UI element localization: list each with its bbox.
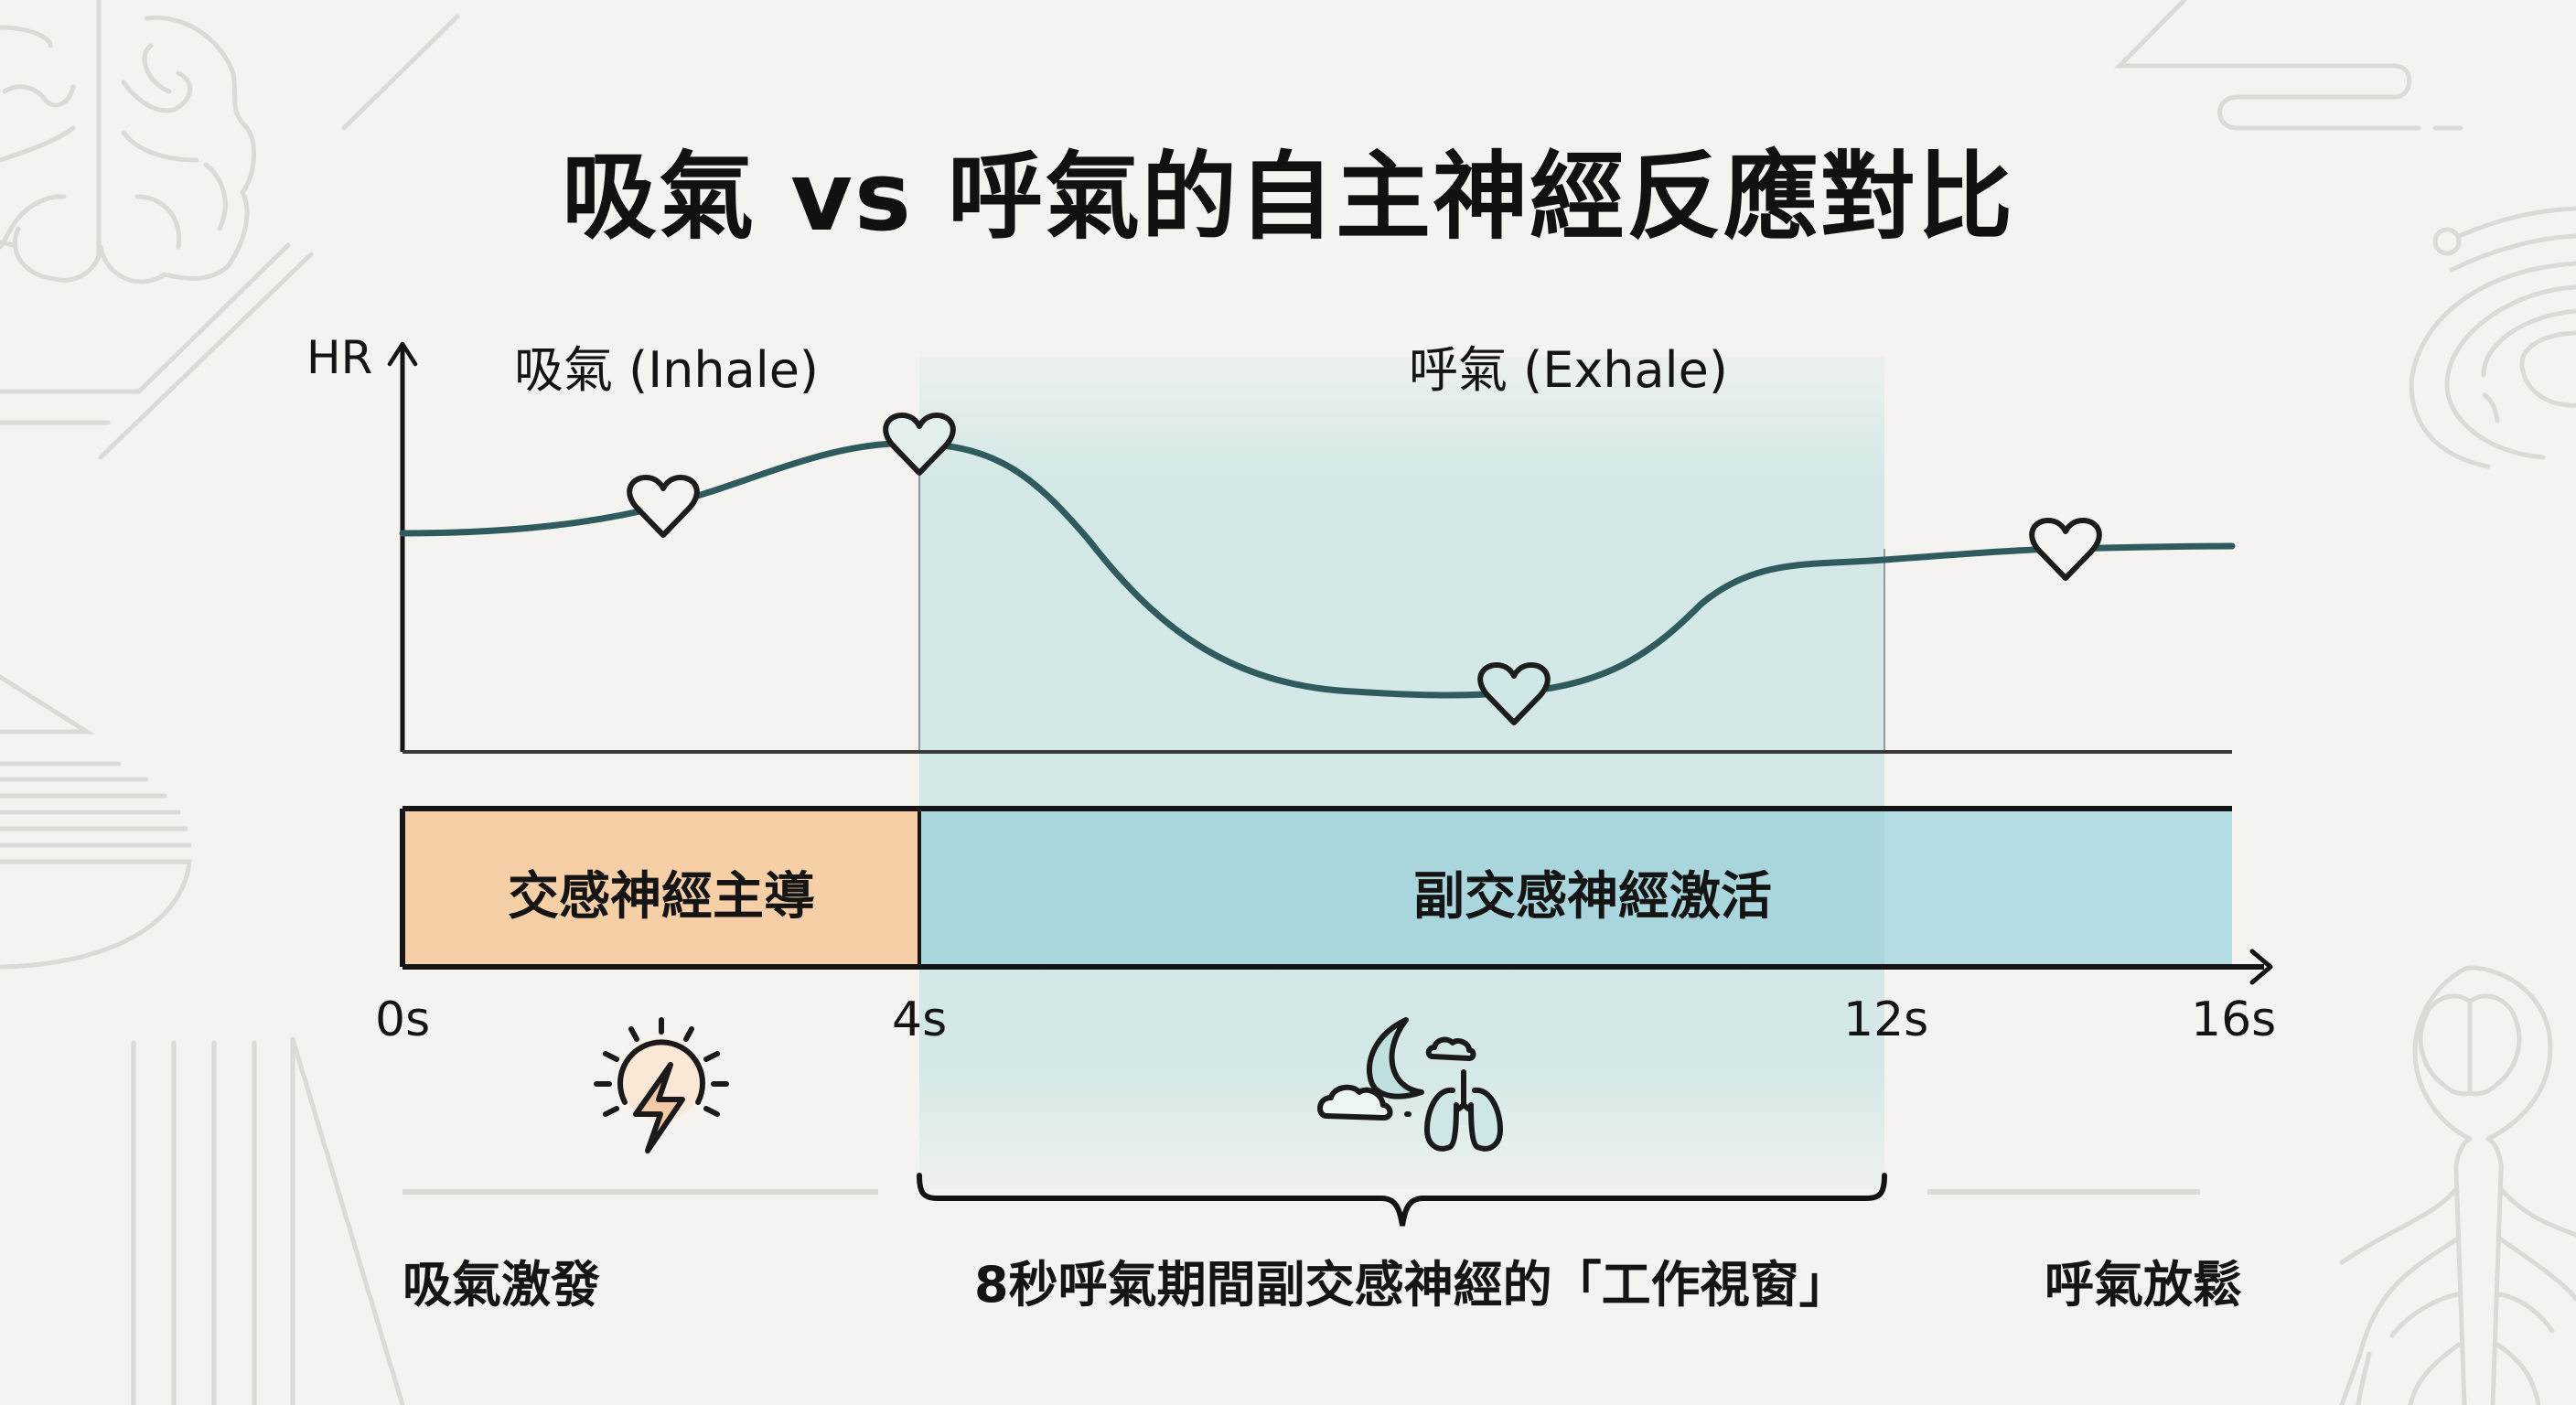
curly-brace xyxy=(917,1173,1887,1227)
x-tick-0s: 0s xyxy=(375,992,431,1047)
bottom-label-window: 8秒呼氣期間副交感神經的「工作視窗」 xyxy=(974,1256,1849,1314)
moon-clouds-lungs-icon xyxy=(1317,1017,1503,1152)
parasympathetic-bar-exhale xyxy=(919,809,1884,967)
x-tick-12s: 12s xyxy=(1843,992,1929,1047)
parasympathetic-bar-rest xyxy=(1884,809,2232,967)
hr-curve xyxy=(399,440,2236,699)
sympathetic-bar-label: 交感神經主導 xyxy=(508,867,815,927)
bottom-label-inhale: 吸氣激發 xyxy=(402,1256,600,1314)
x-tick-16s: 16s xyxy=(2191,992,2277,1047)
sympathetic-bar xyxy=(402,809,919,967)
time-axis-arrow-icon xyxy=(2249,949,2273,985)
bottom-label-exhale: 呼氣放鬆 xyxy=(2045,1256,2242,1314)
y-axis xyxy=(387,341,418,752)
sun-lightning-icon xyxy=(594,1017,729,1153)
heart-icon xyxy=(627,475,700,538)
parasympathetic-bar-label: 副交感神經激活 xyxy=(1413,867,1772,927)
y-axis-label: HR xyxy=(306,331,373,384)
exhale-shaded-region xyxy=(919,357,1884,1189)
heart-icon xyxy=(883,413,956,476)
exhale-phase-label: 呼氣 (Exhale) xyxy=(1409,341,1728,399)
inhale-phase-label: 吸氣 (Inhale) xyxy=(514,341,819,399)
page-title: 吸氣 vs 呼氣的自主神經反應對比 xyxy=(561,141,2015,252)
brain-decor-icon xyxy=(0,0,257,284)
heart-icon xyxy=(1477,662,1551,725)
heart-icon xyxy=(2029,518,2102,581)
nervous-system-decor-icon xyxy=(2339,965,2576,1405)
x-tick-4s: 4s xyxy=(892,992,948,1047)
